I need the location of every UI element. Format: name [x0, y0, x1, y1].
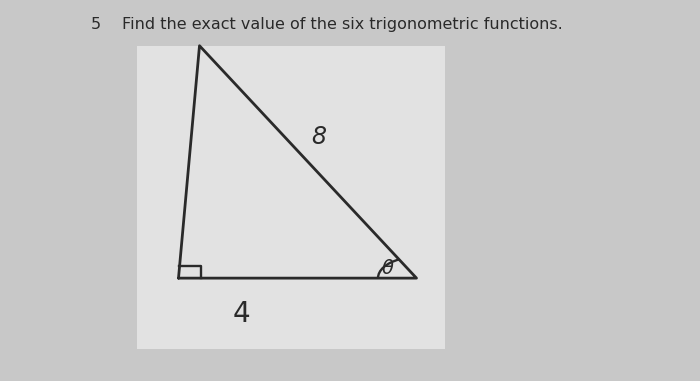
Text: 5: 5 — [91, 17, 101, 32]
Text: 8: 8 — [311, 125, 326, 149]
Text: θ: θ — [382, 259, 393, 278]
Bar — [136, 13, 444, 349]
Text: 4: 4 — [232, 300, 251, 328]
Bar — [0, 0, 700, 46]
Text: Find the exact value of the six trigonometric functions.: Find the exact value of the six trigonom… — [122, 17, 564, 32]
